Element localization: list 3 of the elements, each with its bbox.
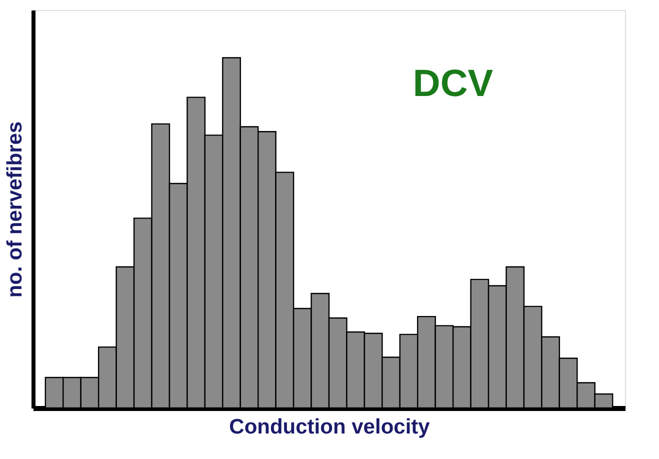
y-axis-title: no. of nervefibres <box>4 121 26 298</box>
x-axis-title: Conduction velocity <box>229 416 430 438</box>
annotation: DCV <box>412 63 494 105</box>
